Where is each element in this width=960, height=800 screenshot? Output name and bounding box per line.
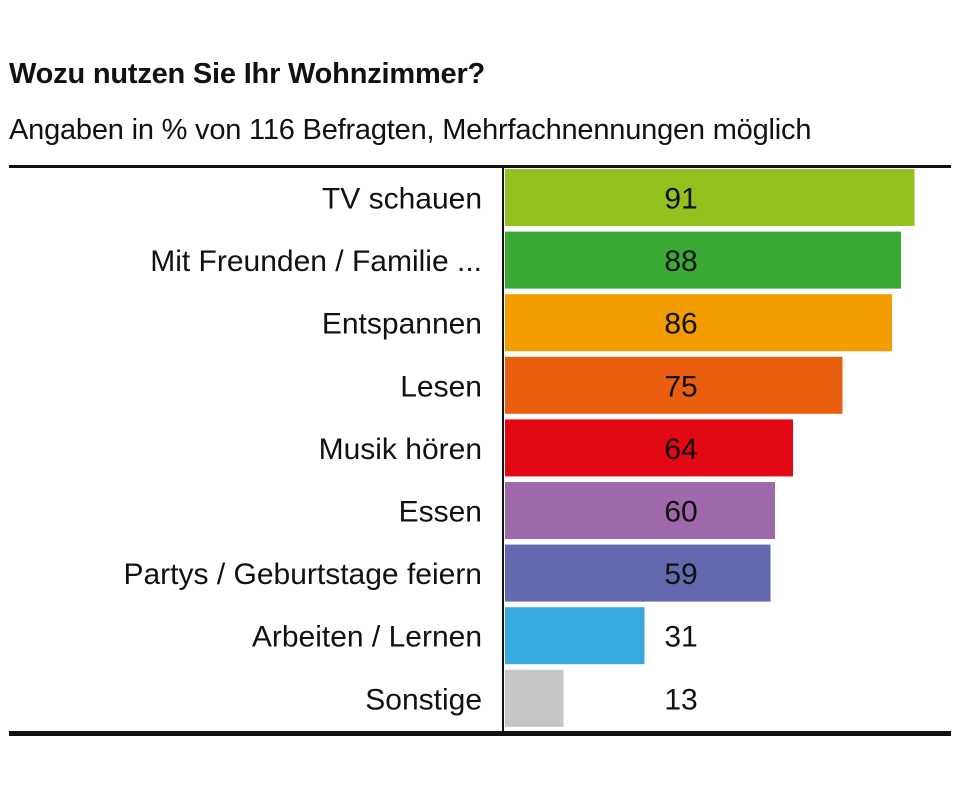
value-label: 86	[664, 308, 697, 341]
value-label: 88	[664, 245, 697, 278]
bar	[505, 482, 775, 539]
bar	[505, 419, 793, 477]
value-label: 59	[664, 558, 697, 591]
chart-title: Wozu nutzen Sie Ihr Wohnzimmer?	[9, 58, 486, 90]
value-label: 91	[664, 183, 697, 216]
bar	[505, 231, 901, 289]
category-label: Mit Freunden / Familie ...	[150, 245, 482, 278]
bar	[505, 607, 645, 665]
bar	[505, 356, 843, 414]
bar	[505, 669, 564, 727]
value-label: 64	[664, 433, 697, 466]
bar	[505, 169, 915, 226]
category-label: Musik hören	[319, 433, 482, 466]
value-label: 60	[664, 496, 697, 529]
value-label: 75	[664, 370, 697, 403]
value-label: 13	[664, 683, 697, 716]
category-label: TV schauen	[322, 183, 482, 216]
category-label: Partys / Geburtstage feiern	[123, 558, 482, 591]
bar	[505, 294, 892, 352]
chart-subtitle: Angaben in % von 116 Befragten, Mehrfach…	[9, 114, 812, 146]
bar	[505, 544, 771, 602]
category-label: Entspannen	[322, 308, 482, 341]
category-label: Arbeiten / Lernen	[252, 621, 482, 654]
value-label: 31	[664, 621, 697, 654]
category-label: Lesen	[400, 370, 482, 403]
category-label: Essen	[399, 496, 482, 529]
category-label: Sonstige	[365, 683, 482, 716]
